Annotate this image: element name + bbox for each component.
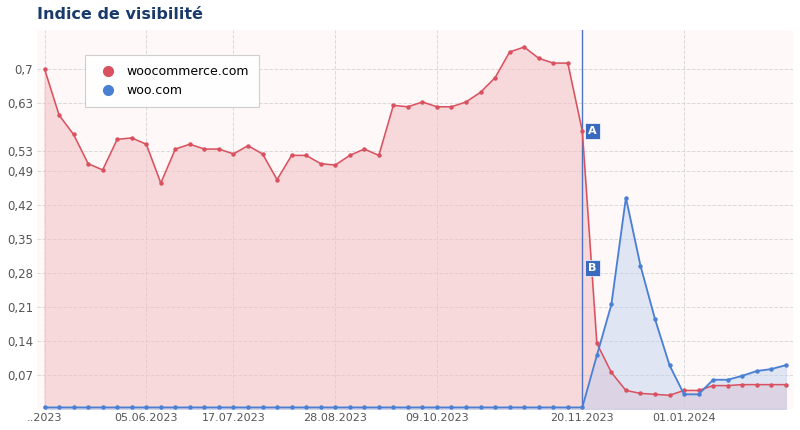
Text: A: A bbox=[588, 126, 597, 136]
Text: Indice de visibilité: Indice de visibilité bbox=[38, 7, 203, 22]
Legend: woocommerce.com, woo.com: woocommerce.com, woo.com bbox=[85, 55, 259, 108]
Text: B: B bbox=[588, 263, 597, 273]
